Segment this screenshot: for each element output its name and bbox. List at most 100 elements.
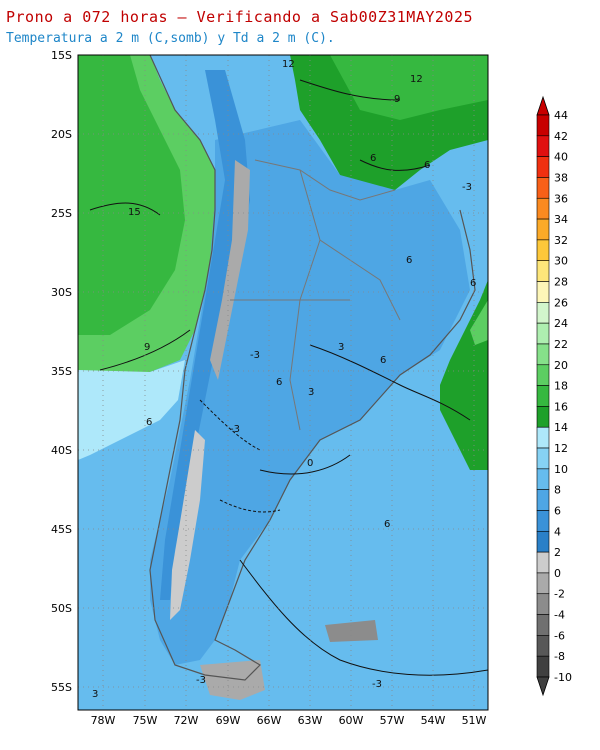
lon-label: 69W xyxy=(216,714,241,727)
contour-label: 6 xyxy=(276,377,282,388)
colorbar-label: 16 xyxy=(554,400,568,413)
colorbar-swatch xyxy=(536,572,550,595)
country-borders xyxy=(230,159,401,431)
lon-label: 63W xyxy=(298,714,323,727)
colorbar-top-arrow xyxy=(536,95,550,116)
contour-label: -3 xyxy=(372,679,382,690)
lon-label: 72W xyxy=(174,714,199,727)
colorbar-label: 8 xyxy=(554,484,561,497)
lon-label: 66W xyxy=(257,714,282,727)
patagonia-cold-field xyxy=(170,430,205,620)
lat-label: 45S xyxy=(51,523,72,536)
colorbar-swatch xyxy=(536,156,550,178)
colorbar-swatch xyxy=(536,551,550,574)
contour-label: 3 xyxy=(338,342,344,353)
colorbar-swatch xyxy=(536,322,550,345)
brazil-warmest-field xyxy=(330,55,488,120)
contour-line xyxy=(309,344,471,421)
dashed-contour-line xyxy=(199,399,261,451)
contour-label: 6 xyxy=(406,255,412,266)
contour-label: 9 xyxy=(144,342,150,353)
colorbar-swatch xyxy=(536,426,550,449)
contour-label: 3 xyxy=(92,689,98,700)
colorbar-swatch xyxy=(536,655,550,678)
lat-label: 55S xyxy=(51,681,72,694)
colorbar-label: 14 xyxy=(554,421,568,434)
map-subtitle: Temperatura a 2 m (C,somb) y Td a 2 m (C… xyxy=(6,31,335,46)
colorbar-label: 4 xyxy=(554,525,561,538)
contour-label: 6 xyxy=(384,519,390,530)
colorbar-label: 38 xyxy=(554,171,568,184)
andes-cold-field xyxy=(210,160,250,380)
contour-label: 12 xyxy=(282,59,295,70)
lat-lon-grid xyxy=(78,55,488,710)
contour-label: 6 xyxy=(424,160,430,171)
contour-label: 6 xyxy=(146,417,152,428)
contour-line xyxy=(259,454,351,475)
lon-label: 51W xyxy=(462,714,487,727)
colorbar-label: 28 xyxy=(554,276,568,289)
contour-line xyxy=(239,559,488,676)
colorbar-swatch xyxy=(536,302,550,324)
contour-label: -3 xyxy=(196,675,206,686)
colorbar-swatch xyxy=(536,218,550,241)
colorbar-swatch xyxy=(536,468,550,490)
colorbar-label: -10 xyxy=(554,671,572,684)
colorbar: 4442403836343230282624222018161412108642… xyxy=(536,95,572,697)
contour-label: 3 xyxy=(308,387,314,398)
colorbar-label: -8 xyxy=(554,650,565,663)
colorbar-label: 0 xyxy=(554,567,561,580)
colorbar-swatch xyxy=(536,447,550,470)
lat-label: 20S xyxy=(51,128,72,141)
colorbar-swatch xyxy=(536,114,550,137)
colorbar-swatch xyxy=(536,135,550,157)
lat-label: 15S xyxy=(51,49,72,62)
colorbar-swatch xyxy=(536,510,550,532)
atlantic-warmer-field xyxy=(470,300,488,345)
colorbar-label: 40 xyxy=(554,151,568,164)
contour-line xyxy=(99,329,191,371)
dashed-contour-line xyxy=(219,499,281,513)
colorbar-swatch xyxy=(536,385,550,407)
lon-label: 75W xyxy=(133,714,158,727)
lon-label: 54W xyxy=(421,714,446,727)
colorbar-swatch xyxy=(536,197,550,220)
colorbar-label: 44 xyxy=(554,109,568,122)
map-title: Prono a 072 horas — Verificando a Sab00Z… xyxy=(6,8,474,26)
colorbar-label: -6 xyxy=(554,629,565,642)
colorbar-label: 10 xyxy=(554,463,568,476)
colorbar-label: 2 xyxy=(554,546,561,559)
contour-label: 12 xyxy=(410,74,423,85)
colorbar-swatch xyxy=(536,364,550,386)
andes-cool-field xyxy=(160,70,250,600)
contour-label: 15 xyxy=(128,207,141,218)
colorbar-swatch xyxy=(536,281,550,303)
contour-line xyxy=(89,202,161,216)
lon-label: 57W xyxy=(380,714,405,727)
colorbar-label: 20 xyxy=(554,359,568,372)
contour-label: -3 xyxy=(250,350,260,361)
longitude-labels: 78W 75W 72W 69W 66W 63W 60W 57W 54W 51W xyxy=(91,714,487,727)
colorbar-swatch xyxy=(536,406,550,428)
contour-label: 6 xyxy=(370,153,376,164)
malvinas-field xyxy=(325,620,378,642)
colorbar-swatch xyxy=(536,635,550,657)
colorbar-swatch xyxy=(536,239,550,262)
colorbar-label: 22 xyxy=(554,338,568,351)
contour-label: 6 xyxy=(470,278,476,289)
contour-label: 0 xyxy=(307,458,313,469)
lat-label: 30S xyxy=(51,286,72,299)
colorbar-swatch xyxy=(536,489,550,511)
coastline xyxy=(149,55,476,681)
colorbar-label: -2 xyxy=(554,588,565,601)
contour-labels: 12 12 9 6 6 -3 15 6 6 6 9 6 6 -3 0 -3 3 … xyxy=(92,59,476,700)
colorbar-label: 30 xyxy=(554,255,568,268)
pacific-cool-field xyxy=(78,360,185,460)
colorbar-swatch xyxy=(536,260,550,282)
map-frame xyxy=(77,54,489,711)
lat-label: 40S xyxy=(51,444,72,457)
colorbar-label: 34 xyxy=(554,213,568,226)
colorbar-swatch xyxy=(536,593,550,615)
contour-line xyxy=(359,159,431,171)
contour-label: 6 xyxy=(380,355,386,366)
